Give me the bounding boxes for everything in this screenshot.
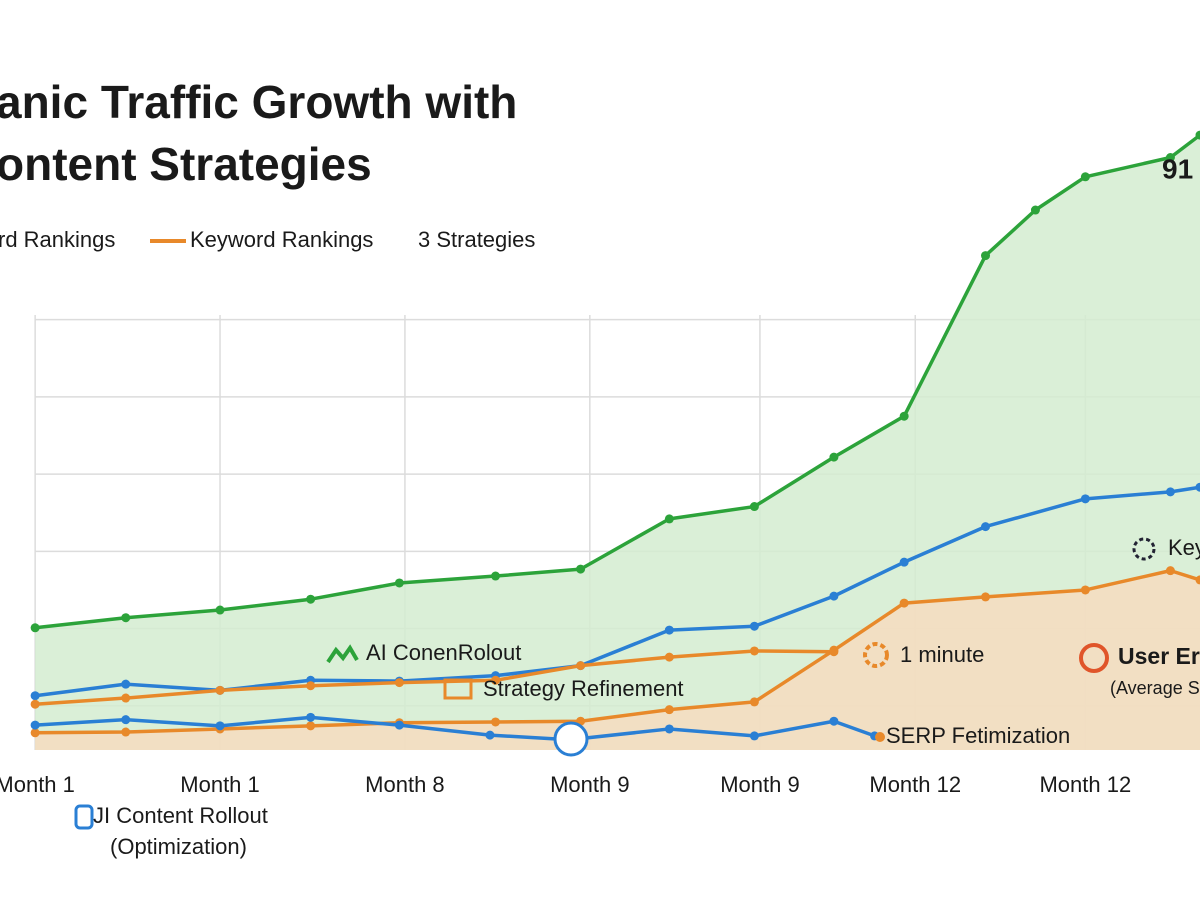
point	[394, 578, 404, 588]
point	[1165, 487, 1175, 497]
point	[491, 675, 501, 685]
point	[215, 685, 225, 695]
point	[981, 251, 991, 261]
point	[306, 712, 316, 722]
point	[1195, 482, 1200, 492]
x-tick-label: Month 1	[0, 772, 75, 797]
legend-label: 3 Strategies	[418, 227, 535, 252]
point	[491, 571, 501, 581]
point	[1080, 172, 1090, 182]
x-tick-label: Month 9	[720, 772, 800, 797]
point	[749, 621, 759, 631]
x-tick-label: Month 1	[180, 772, 260, 797]
point	[664, 724, 674, 734]
point	[664, 514, 674, 524]
point	[1165, 153, 1175, 162]
legend-label: Keyword Rankings	[190, 227, 373, 252]
point	[1195, 130, 1200, 140]
point	[30, 699, 40, 709]
point	[30, 720, 40, 730]
point	[1080, 494, 1090, 504]
point	[664, 705, 674, 715]
annotation: SERP Fetimization	[886, 723, 1070, 748]
legend-label: rd Rankings	[0, 227, 115, 252]
point	[899, 598, 909, 608]
chart-title: ontent Strategies	[0, 138, 372, 190]
icon	[74, 804, 94, 830]
annotation: (Average S	[1110, 678, 1200, 698]
point	[121, 715, 131, 725]
point	[749, 502, 759, 512]
point	[749, 731, 759, 741]
x-tick-label: Month 8	[365, 772, 445, 797]
point	[749, 646, 759, 656]
point	[829, 716, 839, 726]
point	[664, 625, 674, 635]
point	[1195, 575, 1200, 585]
point	[1030, 205, 1040, 215]
area	[35, 135, 1200, 750]
icon	[443, 678, 473, 700]
point	[899, 557, 909, 567]
area	[35, 570, 1200, 750]
x-tick-label: Month 9	[550, 772, 630, 797]
point	[1080, 585, 1090, 595]
x-tick-label: Month 12	[1039, 772, 1131, 797]
point	[121, 693, 131, 703]
point	[491, 717, 501, 727]
point	[30, 623, 40, 633]
point	[306, 594, 316, 604]
point	[30, 728, 40, 738]
annotation: User Er	[1118, 643, 1200, 669]
line	[34, 133, 1200, 630]
annotation: 91	[1162, 153, 1193, 184]
point	[829, 591, 839, 601]
point	[485, 730, 495, 740]
annotation: JI Content Rollout	[93, 803, 268, 828]
point	[215, 721, 225, 731]
point	[981, 522, 991, 532]
point	[664, 652, 674, 662]
point	[306, 681, 316, 691]
point	[576, 661, 586, 671]
point	[30, 691, 40, 701]
annotation: AI ConenRolout	[366, 640, 521, 665]
annotation: Key	[1168, 535, 1200, 560]
icon	[1079, 643, 1109, 673]
point	[981, 592, 991, 602]
annotation: 1 minute	[900, 642, 984, 667]
icon	[553, 721, 589, 757]
point	[829, 452, 839, 462]
x-tick-label: Month 12	[869, 772, 961, 797]
point	[215, 605, 225, 615]
icon	[875, 732, 885, 742]
point	[121, 727, 131, 737]
point	[394, 720, 404, 730]
point	[576, 564, 586, 574]
chart-title: anic Traffic Growth with	[0, 76, 517, 128]
annotation: (Optimization)	[110, 834, 247, 859]
point	[1165, 566, 1175, 576]
point	[829, 647, 839, 657]
point	[899, 411, 909, 421]
point	[121, 613, 131, 623]
annotation: Strategy Refinement	[483, 676, 684, 701]
point	[306, 721, 316, 731]
icon	[1132, 537, 1156, 561]
point	[121, 679, 131, 689]
point	[749, 697, 759, 707]
icon	[863, 642, 889, 668]
point	[394, 678, 404, 688]
icon	[326, 644, 359, 664]
